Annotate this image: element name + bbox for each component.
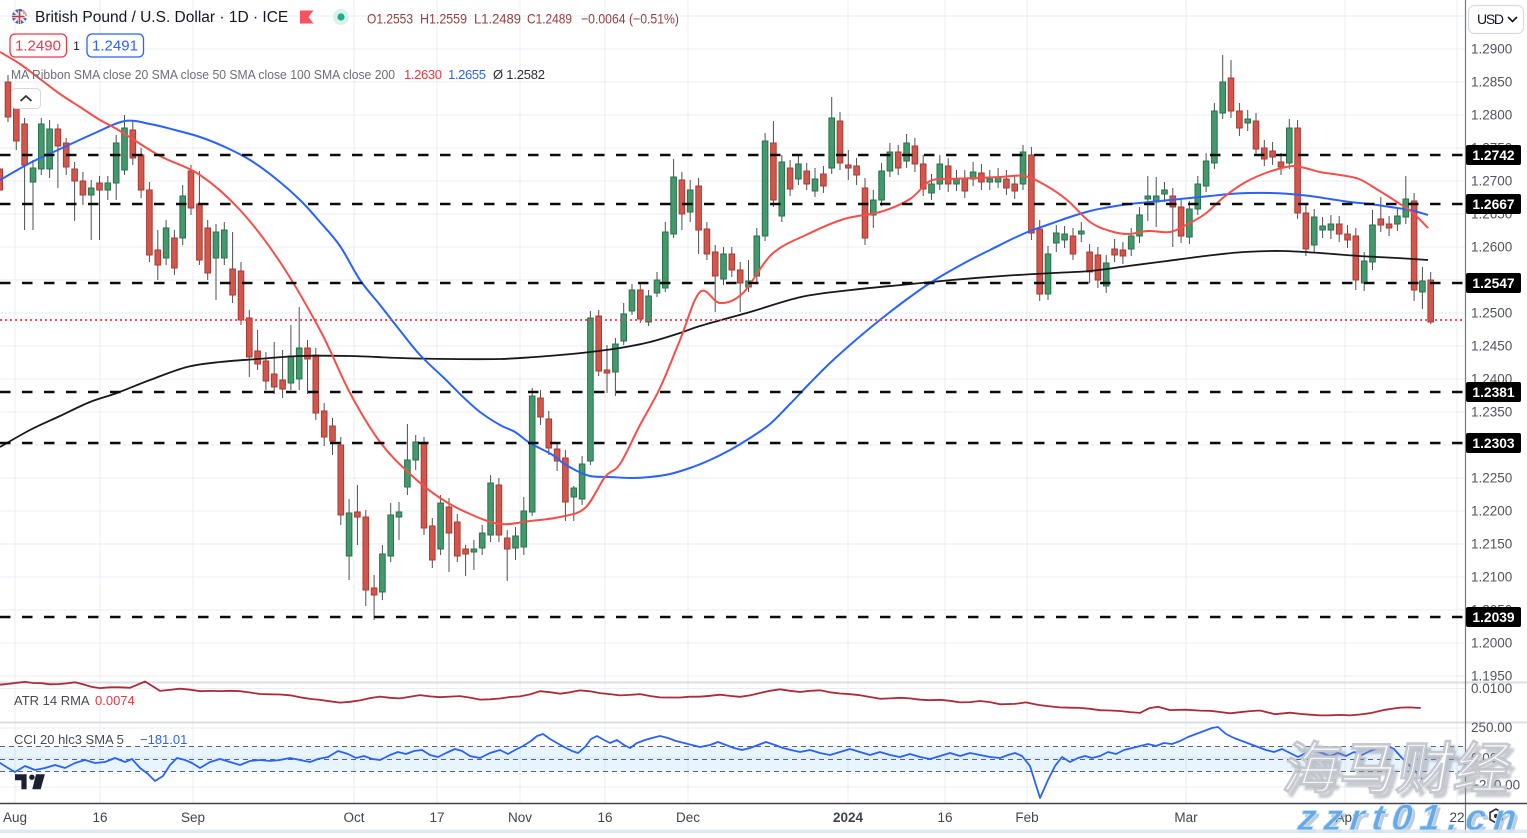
svg-text:1.2250: 1.2250 (1471, 471, 1512, 486)
svg-text:zzrt01.cn: zzrt01.cn (1295, 796, 1526, 833)
svg-text:1.2500: 1.2500 (1471, 306, 1512, 321)
svg-text:1.1950: 1.1950 (1471, 669, 1512, 684)
svg-text:1.2100: 1.2100 (1471, 570, 1512, 585)
svg-text:−181.01: −181.01 (140, 732, 187, 747)
svg-text:1.2000: 1.2000 (1471, 636, 1512, 651)
svg-text:1.2381: 1.2381 (1472, 385, 1515, 400)
svg-text:CCI 20 hlc3 SMA 5: CCI 20 hlc3 SMA 5 (14, 732, 124, 747)
svg-text:海马财经: 海马财经 (1283, 742, 1522, 805)
svg-text:1.2350: 1.2350 (1471, 405, 1512, 420)
svg-text:L1.2489: L1.2489 (474, 11, 521, 27)
svg-text:O1.2553: O1.2553 (367, 11, 413, 27)
svg-text:1.2491: 1.2491 (92, 38, 138, 55)
svg-text:1.2800: 1.2800 (1471, 108, 1512, 123)
svg-text:1.2150: 1.2150 (1471, 537, 1512, 552)
svg-text:MA Ribbon SMA close 20 SMA clo: MA Ribbon SMA close 20 SMA close 50 SMA … (11, 67, 395, 82)
svg-text:1.2630: 1.2630 (404, 67, 442, 82)
svg-text:British Pound / U.S. Dollar ·: British Pound / U.S. Dollar · 1D · ICE (35, 9, 288, 26)
svg-text:250.00: 250.00 (1471, 720, 1512, 735)
svg-text:−250.00: −250.00 (1471, 778, 1520, 793)
svg-text:H1.2559: H1.2559 (420, 11, 467, 27)
svg-text:−0.0064 (−0.51%): −0.0064 (−0.51%) (581, 11, 679, 27)
svg-text:1.2655: 1.2655 (448, 67, 486, 82)
svg-text:16: 16 (92, 810, 107, 825)
svg-text:Apr: Apr (1335, 810, 1357, 825)
svg-text:Aug: Aug (3, 810, 27, 825)
svg-text:1.2039: 1.2039 (1472, 610, 1515, 625)
svg-text:海马财经: 海马财经 (1279, 737, 1518, 800)
svg-text:0.00: 0.00 (1471, 751, 1497, 766)
svg-text:16: 16 (937, 810, 952, 825)
svg-text:Sep: Sep (181, 810, 205, 825)
svg-text:Feb: Feb (1015, 810, 1038, 825)
svg-text:Dec: Dec (676, 810, 700, 825)
svg-text:Mar: Mar (1174, 810, 1198, 825)
svg-text:1.2547: 1.2547 (1472, 276, 1515, 291)
svg-text:1.2303: 1.2303 (1472, 436, 1515, 451)
svg-text:17: 17 (429, 810, 444, 825)
svg-text:1: 1 (73, 39, 80, 53)
svg-text:USD: USD (1477, 11, 1504, 27)
svg-text:Oct: Oct (343, 810, 364, 825)
svg-text:1.2667: 1.2667 (1472, 197, 1515, 212)
svg-text:Nov: Nov (508, 810, 532, 825)
svg-text:1.2900: 1.2900 (1471, 42, 1512, 57)
svg-text:16: 16 (597, 810, 612, 825)
svg-text:1.2200: 1.2200 (1471, 504, 1512, 519)
svg-text:1.2850: 1.2850 (1471, 75, 1512, 90)
svg-text:ATR 14 RMA: ATR 14 RMA (14, 693, 90, 708)
svg-text:0.0100: 0.0100 (1471, 681, 1512, 696)
svg-text:1.2450: 1.2450 (1471, 339, 1512, 354)
svg-text:1.2700: 1.2700 (1471, 174, 1512, 189)
svg-text:0.0074: 0.0074 (95, 693, 135, 708)
svg-text:22: 22 (1449, 810, 1464, 825)
svg-text:Ø 1.2582: Ø 1.2582 (493, 67, 545, 82)
svg-text:C1.2489: C1.2489 (527, 11, 572, 27)
svg-text:2024: 2024 (833, 810, 864, 825)
svg-text:1.2490: 1.2490 (15, 38, 61, 55)
svg-text:1.2600: 1.2600 (1471, 240, 1512, 255)
svg-text:1.2742: 1.2742 (1472, 148, 1515, 163)
